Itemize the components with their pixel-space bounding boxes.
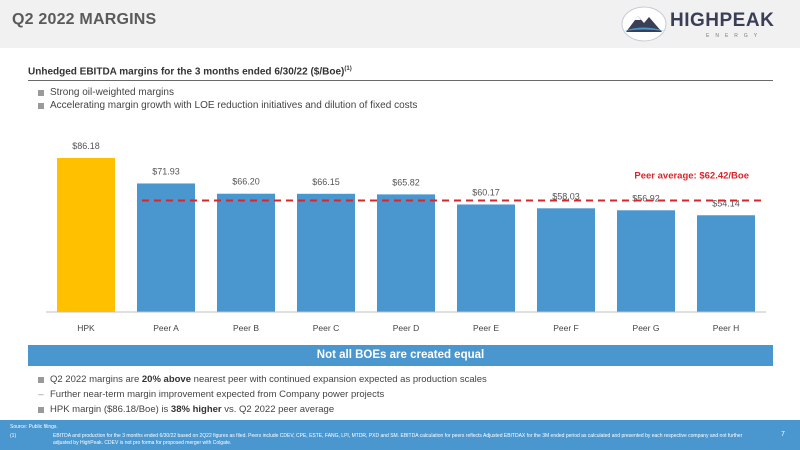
bullet-text: Strong oil-weighted margins (50, 87, 174, 98)
bar-hpk (57, 158, 115, 312)
data-label: $60.17 (472, 187, 500, 197)
data-label: $66.15 (312, 177, 340, 187)
square-bullet-icon (38, 406, 44, 413)
bullet-text: Q2 2022 margins are 20% above nearest pe… (50, 374, 487, 385)
data-label: $86.18 (72, 141, 100, 151)
bullet-text: Accelerating margin growth with LOE redu… (50, 100, 418, 111)
bar-peer-e (457, 204, 515, 312)
footnote-number: (1) (10, 433, 17, 439)
data-label: $58.03 (552, 191, 580, 201)
bullet-text: HPK margin ($86.18/Boe) is 38% higher vs… (50, 404, 335, 415)
logo-subtitle: ENERGY (706, 33, 764, 39)
data-label: $66.20 (232, 177, 260, 187)
bar-peer-d (377, 194, 435, 312)
logo-name: HIGHPEAK (670, 10, 775, 31)
bar-peer-a (137, 183, 195, 312)
peer-average-label: Peer average: $62.42/Boe (634, 170, 749, 181)
tick-label: HPK (77, 323, 95, 333)
list-item: Q2 2022 margins are 20% above nearest pe… (38, 372, 487, 387)
tick-label: Peer C (313, 323, 339, 333)
list-item: Accelerating margin growth with LOE redu… (38, 99, 417, 112)
tick-label: Peer G (633, 323, 660, 333)
footer-bar (0, 420, 800, 450)
tick-label: Peer A (153, 323, 179, 333)
list-item: HPK margin ($86.18/Boe) is 38% higher vs… (38, 402, 487, 417)
dash-bullet-icon: – (38, 389, 44, 400)
data-label: $54.14 (712, 198, 740, 208)
square-bullet-icon (38, 102, 44, 109)
square-bullet-icon (38, 89, 44, 96)
data-label: $56.92 (632, 193, 660, 203)
tick-label: Peer D (393, 323, 419, 333)
bottom-bullet-list: Q2 2022 margins are 20% above nearest pe… (38, 372, 487, 417)
mountain-logo-icon (621, 6, 667, 42)
company-logo: HIGHPEAK ENERGY (620, 4, 795, 44)
tick-label: Peer B (233, 323, 259, 333)
list-item: Strong oil-weighted margins (38, 86, 417, 99)
callout-banner: Not all BOEs are created equal (28, 345, 773, 366)
page-number: 7 (781, 431, 785, 438)
chart-heading-footnote: (1) (344, 66, 352, 72)
top-bullet-list: Strong oil-weighted margins Accelerating… (38, 86, 417, 112)
data-label: $65.82 (392, 177, 420, 187)
margin-bar-chart: $86.18 HPK $71.93 Peer A $66.20 Peer B $66.15 P… (46, 141, 766, 333)
chart-heading: Unhedged EBITDA margins for the 3 months… (28, 66, 352, 77)
bullet-text: Further near-term margin improvement exp… (50, 389, 385, 400)
bar-peer-b (217, 193, 275, 312)
source-note: Source: Public filings. (10, 424, 58, 430)
data-label: $71.93 (152, 166, 180, 176)
page-title: Q2 2022 MARGINS (12, 11, 157, 28)
bar-peer-f (537, 208, 595, 312)
heading-divider (28, 80, 773, 81)
footnote-text: EBITDA and production for the 3 months e… (53, 433, 743, 446)
list-item: – Further near-term margin improvement ex… (38, 387, 487, 402)
tick-label: Peer H (713, 323, 739, 333)
bar-peer-c (297, 193, 355, 312)
bar-peer-g (617, 210, 675, 312)
bar-peer-h (697, 215, 755, 312)
chart-heading-text: Unhedged EBITDA margins for the 3 months… (28, 66, 345, 78)
tick-label: Peer E (473, 323, 499, 333)
tick-label: Peer F (553, 323, 579, 333)
square-bullet-icon (38, 376, 44, 383)
header-bar: Q2 2022 MARGINS HIGHPEAK ENERGY (0, 0, 800, 48)
